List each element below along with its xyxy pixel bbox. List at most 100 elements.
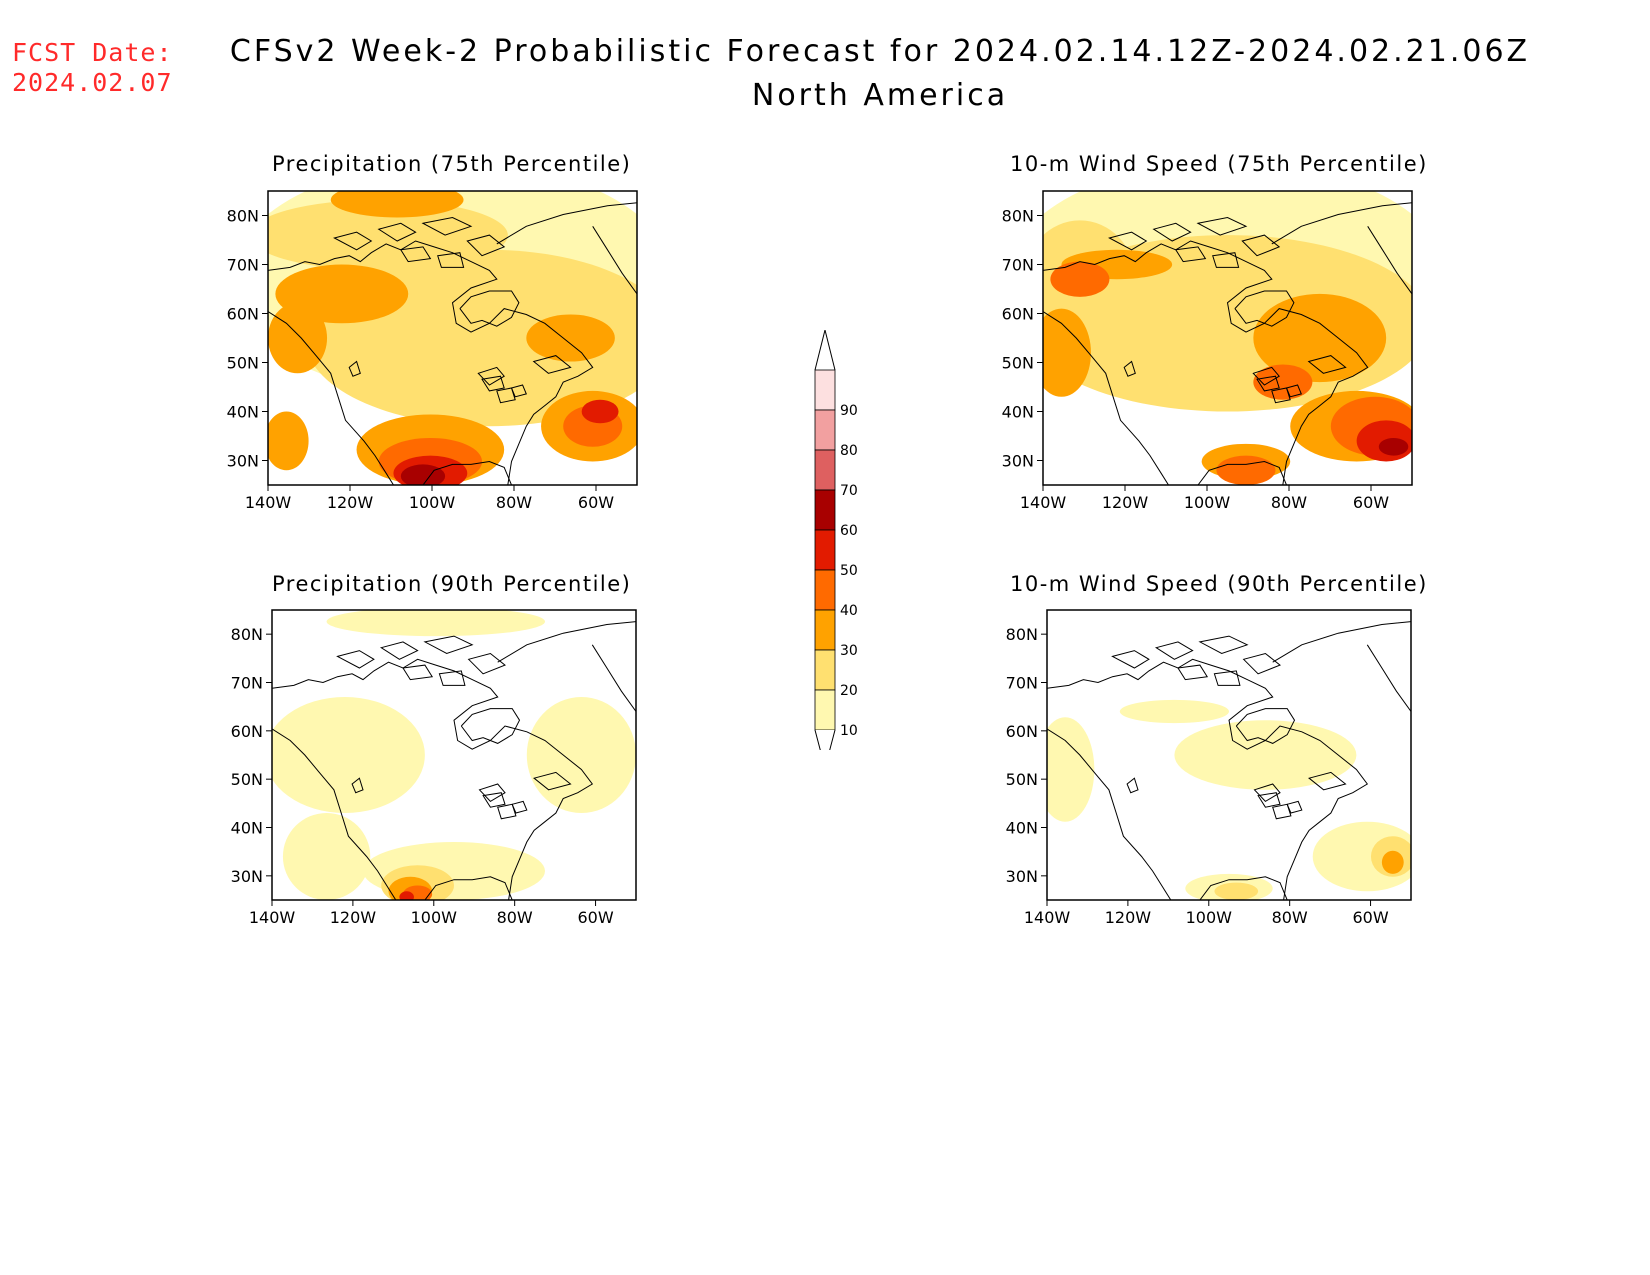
coastline xyxy=(496,202,637,245)
lon-tick-label: 80W xyxy=(1271,493,1307,512)
probability-contour xyxy=(330,191,464,218)
lat-tick-label: 40N xyxy=(1006,819,1038,838)
colorbar-top-arrow xyxy=(814,330,836,371)
colorbar-label: 90 xyxy=(840,403,858,419)
coastline xyxy=(424,876,513,900)
coastline xyxy=(1111,650,1150,669)
colorbar-bottom-arrow xyxy=(814,729,836,750)
probability-contour xyxy=(268,411,309,471)
lat-tick-label: 60N xyxy=(1006,722,1038,741)
probability-contour xyxy=(526,697,636,813)
coastline xyxy=(423,635,474,655)
map-frame xyxy=(1042,190,1413,486)
coastline xyxy=(460,708,521,744)
coastline xyxy=(348,360,361,377)
colorbar-swatch xyxy=(814,489,836,531)
coastline xyxy=(437,252,465,268)
coastline xyxy=(1285,384,1302,398)
colorbar-label: 80 xyxy=(840,443,858,459)
coastline xyxy=(268,240,594,485)
probability-contour xyxy=(268,302,328,374)
lat-tick-label: 80N xyxy=(231,625,263,644)
coastline xyxy=(1177,664,1209,681)
coastline xyxy=(1235,708,1296,744)
panel-title-wind-90: 10-m Wind Speed (90th Percentile) xyxy=(1010,572,1428,596)
coastline xyxy=(1242,652,1281,675)
lat-tick-label: 70N xyxy=(227,256,259,275)
colorbar-swatch xyxy=(814,609,836,651)
map-frame xyxy=(1046,609,1412,901)
colorbar-swatch xyxy=(814,569,836,611)
lon-tick-label: 60W xyxy=(1353,493,1389,512)
coastline xyxy=(466,234,506,257)
lon-tick-label: 100W xyxy=(409,493,456,512)
map-frame xyxy=(271,609,637,901)
coastline xyxy=(1256,375,1280,392)
lon-tick-label: 120W xyxy=(330,908,377,927)
coastline xyxy=(1174,246,1207,263)
lon-tick-label: 80W xyxy=(497,908,533,927)
coastline xyxy=(1199,876,1288,900)
coastline xyxy=(497,621,636,663)
colorbar-swatch xyxy=(814,649,836,691)
coastline xyxy=(1271,387,1291,404)
lat-tick-label: 40N xyxy=(231,819,263,838)
lon-tick-label: 80W xyxy=(496,493,532,512)
lat-tick-label: 60N xyxy=(231,722,263,741)
coastline xyxy=(1252,366,1280,386)
map-field xyxy=(1047,610,1411,900)
coastline xyxy=(459,290,520,327)
coastline xyxy=(422,460,512,485)
coastline xyxy=(477,366,505,386)
coastline xyxy=(1308,771,1347,791)
coastline xyxy=(497,803,517,820)
coastline xyxy=(333,231,373,251)
colorbar-label: 60 xyxy=(840,523,858,539)
lat-tick-label: 70N xyxy=(1002,256,1034,275)
coastline xyxy=(1047,728,1172,900)
lat-tick-label: 30N xyxy=(231,867,263,886)
coastline xyxy=(533,771,572,791)
coastline xyxy=(467,652,506,675)
coastline xyxy=(1108,231,1148,251)
coastline xyxy=(478,783,506,803)
lat-tick-label: 60N xyxy=(1002,305,1034,324)
lon-tick-label: 60W xyxy=(577,908,613,927)
colorbar: 90 80 70 60 50 40 30 20 10 xyxy=(814,330,858,750)
coastline xyxy=(1152,222,1192,242)
lat-tick-label: 80N xyxy=(1002,207,1034,226)
probability-contour xyxy=(581,399,619,424)
colorbar-label: 40 xyxy=(840,603,858,619)
map-field xyxy=(272,610,636,900)
coastline xyxy=(1307,355,1347,374)
coastline xyxy=(268,311,394,485)
coastline xyxy=(402,664,434,681)
coastline xyxy=(336,650,375,669)
probability-contour xyxy=(1216,455,1276,485)
page-title: CFSv2 Week-2 Probabilistic Forecast for … xyxy=(229,34,1531,69)
coastline xyxy=(1043,311,1169,485)
lon-tick-label: 140W xyxy=(249,908,296,927)
coastline xyxy=(377,222,417,242)
coastline xyxy=(421,216,473,236)
coastline xyxy=(482,792,506,808)
probability-contour xyxy=(282,813,371,900)
probability-contour xyxy=(1253,364,1313,400)
panel-title-precip-90: Precipitation (90th Percentile) xyxy=(272,572,632,596)
lon-tick-label: 120W xyxy=(1102,493,1149,512)
probability-contour xyxy=(1050,261,1110,297)
coastline xyxy=(1272,803,1292,820)
probability-contour xyxy=(1047,717,1095,822)
coastline xyxy=(1123,360,1136,377)
coastline xyxy=(1154,641,1194,660)
probability-contour xyxy=(399,891,414,900)
probability-contour xyxy=(1378,437,1409,456)
coastline xyxy=(438,670,466,686)
lat-tick-label: 40N xyxy=(1002,403,1034,422)
coastline xyxy=(1272,621,1411,663)
probability-contour xyxy=(1381,850,1404,874)
colorbar-swatch xyxy=(814,689,836,731)
probability-contour xyxy=(1174,720,1357,790)
colorbar-swatch xyxy=(814,529,836,571)
lat-tick-label: 70N xyxy=(231,674,263,693)
